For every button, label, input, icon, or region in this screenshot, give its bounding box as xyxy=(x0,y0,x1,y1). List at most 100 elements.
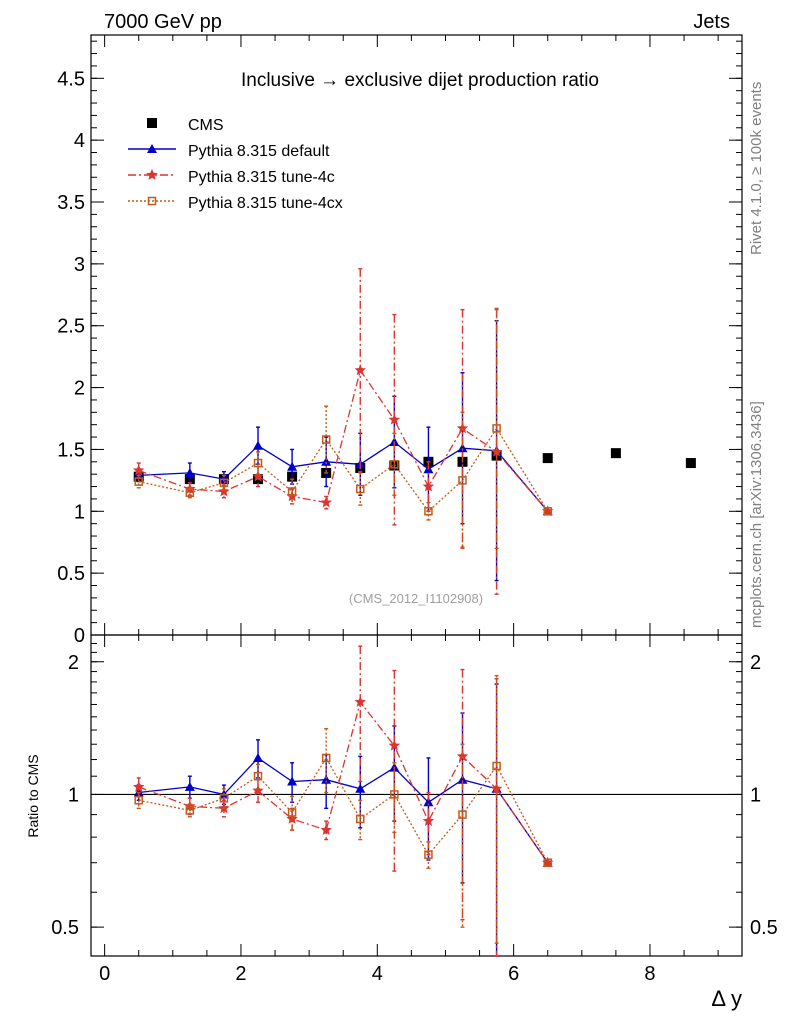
main-data-point xyxy=(134,477,143,486)
ratio-data-point xyxy=(320,824,332,835)
main-series-1 xyxy=(133,320,553,582)
ratio-data-point xyxy=(457,774,468,784)
main-y-tick-label: 1.5 xyxy=(57,439,85,461)
ratio-data-point xyxy=(321,774,332,784)
ratio-data-point xyxy=(185,806,195,815)
ratio-x-tick-label: 2 xyxy=(235,963,246,985)
ratio-series-1 xyxy=(133,645,554,957)
main-data-point xyxy=(458,476,467,485)
ratio-data-point xyxy=(355,783,366,793)
ratio-data-point xyxy=(390,790,399,799)
ratio-y-tick-label-right: 2 xyxy=(750,652,761,674)
ratio-series-line xyxy=(138,700,549,864)
legend-label-default: Pythia 8.315 default xyxy=(188,143,330,160)
ratio-data-point xyxy=(219,794,229,803)
main-data-point xyxy=(253,458,263,468)
ratio-data-point xyxy=(253,752,264,762)
main-y-tick-label: 4.5 xyxy=(57,68,85,90)
main-series-3 xyxy=(134,307,552,550)
x-axis-label: Δ y xyxy=(711,986,742,1011)
legend: CMS Pythia 8.315 default Pythia 8.315 tu… xyxy=(128,117,343,212)
ratio-data-point xyxy=(287,776,298,786)
ratio-data-point xyxy=(492,761,501,771)
main-y-tick-label: 4 xyxy=(74,130,85,152)
header-left: 7000 GeV pp xyxy=(104,11,222,33)
main-series-line xyxy=(138,427,549,513)
header-right: Jets xyxy=(693,11,730,33)
main-series-line xyxy=(138,441,549,512)
main-y-tick-label: 2.5 xyxy=(57,316,85,338)
ratio-data-point xyxy=(134,796,143,805)
ratio-x-tick-label: 6 xyxy=(508,963,519,985)
main-data-point xyxy=(219,478,229,488)
ratio-data-point xyxy=(253,771,263,781)
main-data-point xyxy=(356,484,365,494)
main-data-point xyxy=(457,443,468,453)
ratio-y-tick-label: 1 xyxy=(68,784,79,806)
main-data-point xyxy=(287,461,298,471)
main-y-tick-label: 0.5 xyxy=(57,563,85,585)
ratio-x-tick-label: 4 xyxy=(372,963,383,985)
main-data-point xyxy=(390,460,399,469)
ratio-y-tick-label-right: 1 xyxy=(750,784,761,806)
ratio-data-point xyxy=(133,780,145,792)
ratio-series-0 xyxy=(133,683,553,957)
main-y-tick-label: 1 xyxy=(74,501,85,523)
main-data-point xyxy=(320,496,332,508)
main-series-2 xyxy=(133,268,554,595)
ratio-frame xyxy=(90,634,743,957)
main-y-tick-label: 0 xyxy=(74,625,85,647)
ratio-data-point xyxy=(388,739,401,751)
ratio-series-2 xyxy=(134,674,552,944)
main-data-point xyxy=(354,364,366,376)
ratio-data-point xyxy=(287,808,297,817)
legend-label-tune-4cx: Pythia 8.315 tune-4cx xyxy=(188,195,343,212)
main-data-point xyxy=(610,448,621,459)
ratio-data-point xyxy=(458,810,467,819)
main-data-point xyxy=(388,413,401,425)
ratio-data-point xyxy=(424,850,433,859)
legend-marker xyxy=(147,144,157,153)
ratio-data-point xyxy=(422,815,435,826)
side-label-top: Rivet 4.1.0, ≥ 100k events xyxy=(748,82,765,255)
ratio-y-tick-label: 0.5 xyxy=(51,917,79,939)
main-data-point xyxy=(321,435,331,444)
ratio-x-tick-label: 0 xyxy=(99,963,110,985)
main-data-point xyxy=(685,458,696,469)
main-data-point xyxy=(287,487,297,496)
main-data-point xyxy=(184,467,195,477)
main-panel: 0 0.5 1 1.5 2 2.5 3 3.5 4 4.5 xyxy=(57,34,743,647)
analysis-id: (CMS_2012_I1102908) xyxy=(349,591,483,606)
main-y-tick-label: 3 xyxy=(74,254,85,276)
ratio-data-point xyxy=(423,797,434,807)
ratio-panel: 0 2 4 6 8 0.5 0.5 1 1 2 2 xyxy=(51,634,778,985)
main-data-point xyxy=(490,445,503,457)
legend-label-cms: CMS xyxy=(188,117,224,134)
main-data-point xyxy=(133,464,145,476)
legend-marker xyxy=(147,196,157,206)
main-data-point xyxy=(253,440,264,450)
main-data-point xyxy=(424,507,433,516)
main-data-point xyxy=(422,480,435,492)
main-data-point xyxy=(543,507,552,516)
main-data-point xyxy=(542,453,553,464)
main-series-line xyxy=(138,368,549,512)
chart-title: Inclusive → exclusive dijet production r… xyxy=(241,70,599,91)
legend-marker xyxy=(146,169,158,180)
ratio-y-label: Ratio to CMS xyxy=(25,754,41,837)
main-y-tick-label: 3.5 xyxy=(57,192,85,214)
legend-marker xyxy=(147,118,157,128)
main-data-point xyxy=(456,422,469,434)
ratio-data-point xyxy=(354,696,366,707)
ratio-y-tick-label: 2 xyxy=(68,652,79,674)
ratio-data-point xyxy=(321,753,331,763)
main-data-point xyxy=(185,488,195,497)
side-label-bottom: mcplots.cern.ch [arXiv:1306.3436] xyxy=(748,401,765,628)
ratio-data-point xyxy=(543,858,552,867)
ratio-x-tick-label: 8 xyxy=(644,963,655,985)
ratio-data-point xyxy=(356,814,365,824)
ratio-series-line xyxy=(138,756,549,864)
ratio-data-point xyxy=(184,781,195,791)
main-data-point xyxy=(321,456,332,466)
